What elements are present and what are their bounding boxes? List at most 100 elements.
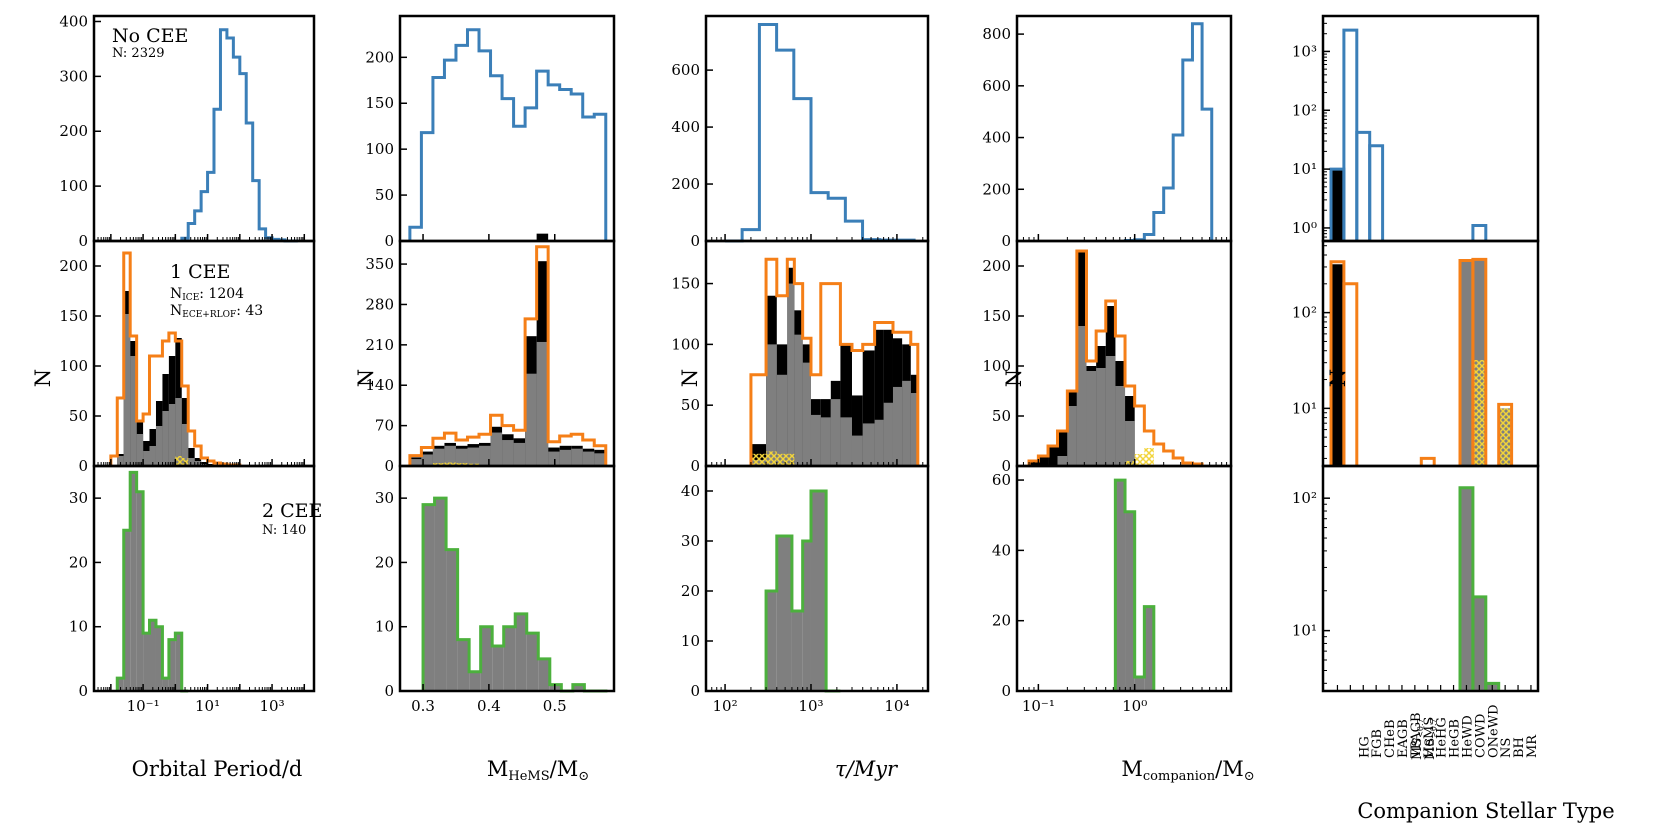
- xtick-label: 0.3: [411, 697, 435, 715]
- bar-grey-11: [549, 684, 562, 691]
- cat-label-hegb: HeGB: [1448, 719, 1463, 758]
- xtick-label: 10³: [798, 697, 823, 715]
- cat-label-ms-high: MS>0.7: [1423, 718, 1438, 760]
- bar-grey-11: [862, 423, 875, 466]
- bar-grey-3: [802, 541, 811, 691]
- bar-grey-6: [810, 414, 821, 466]
- ytick-label: 800: [982, 25, 1011, 43]
- ytick-label: 10²: [1292, 101, 1317, 119]
- ytick-label: 40: [681, 482, 700, 500]
- bar-grey-4: [469, 671, 481, 691]
- ytick-label: 30: [375, 489, 394, 507]
- ytick-label: 20: [992, 612, 1011, 630]
- bar-grey-3: [1086, 371, 1097, 466]
- bar-grey-2: [1134, 676, 1145, 691]
- cat-label-eagb: EAGB: [1396, 719, 1411, 758]
- bar-black-0: [1331, 264, 1344, 466]
- bar-grey-15: [902, 380, 911, 466]
- bar-grey-6: [149, 446, 156, 466]
- ylabel-n-col2: N: [354, 369, 378, 387]
- xtick-label: 0.5: [543, 697, 567, 715]
- ytick-label: 40: [992, 541, 1011, 559]
- bar-grey-1: [421, 454, 433, 466]
- bar-grey-9: [175, 633, 182, 691]
- ytick-label: 300: [59, 67, 88, 85]
- bar-grey-2: [432, 448, 445, 466]
- two-cee-count: N: 140: [262, 523, 306, 538]
- step-no-cee-3: [1368, 144, 1385, 241]
- panel-frame: [1321, 14, 1540, 243]
- ytick-label: 400: [671, 118, 700, 136]
- ytick-label: 0: [690, 232, 700, 250]
- ytick-label: 210: [365, 336, 394, 354]
- ytick-label: 20: [69, 553, 88, 571]
- ytick-label: 30: [69, 489, 88, 507]
- bar-grey-0: [766, 591, 777, 691]
- ytick-label: 0: [384, 457, 394, 475]
- bar-grey-3: [130, 356, 137, 466]
- ytick-label: 600: [671, 61, 700, 79]
- bar-grey-2: [791, 611, 803, 691]
- bar-grey-1: [117, 456, 124, 466]
- bar-grey-2: [776, 374, 788, 466]
- bar-black-0: [1331, 169, 1344, 241]
- panel-r0-c4: 10⁰ 10¹ 10² 10³: [1292, 14, 1540, 243]
- bar-yellow-hatch-1: [1498, 408, 1512, 466]
- ytick-label: 200: [982, 180, 1011, 198]
- cat-label-cowd: COWD: [1473, 714, 1488, 758]
- panel-r1-c3: 0 50 100 150 200: [982, 239, 1233, 475]
- no-cee-title: No CEE: [112, 25, 188, 47]
- step-2-cee-total: [764, 489, 841, 693]
- step-1-cee-total-11: [1471, 257, 1488, 466]
- bar-grey-7: [503, 626, 516, 691]
- ytick-label: 0: [1001, 232, 1011, 250]
- panel-r1-c2: 0 50 100 150: [671, 239, 930, 475]
- step-1-cee-total-13: [1497, 402, 1514, 466]
- panel-r0-c2: 0 200 400 600: [671, 14, 930, 250]
- bar-grey-0: [409, 459, 422, 466]
- bar-grey-3: [136, 491, 144, 691]
- bar-grey-10: [525, 373, 537, 466]
- panel-r1-c4: 10¹ 10²: [1292, 239, 1540, 468]
- bar-black-10: [851, 395, 863, 466]
- bar-black-2: [1048, 446, 1058, 466]
- xlabel-companion-mass: Mcompanion/M⊙: [1121, 757, 1254, 784]
- ytick-label: 50: [69, 407, 88, 425]
- bar-grey-4: [455, 448, 468, 466]
- bar-grey-1: [776, 536, 792, 691]
- bar-grey-0: [1057, 456, 1068, 466]
- step-no-cee-11: [1471, 224, 1488, 241]
- bar-grey-7: [820, 417, 831, 466]
- bar-grey-4: [136, 434, 144, 466]
- bar-grey-3: [787, 283, 795, 466]
- bar-grey-12: [188, 458, 195, 466]
- cat-label-hems: HeMS: [1422, 717, 1437, 758]
- category-tick-labels: MS<0.7 MS>0.7 HGFGBCHeBEAGBTPAGBHeMSHeHG…: [1357, 704, 1540, 760]
- bar-grey-1: [1125, 511, 1135, 691]
- bar-grey-12: [874, 419, 884, 466]
- bar-grey-8: [515, 613, 527, 691]
- bar-grey-8: [830, 399, 841, 466]
- bar-black-9: [840, 344, 852, 466]
- bar-grey-1: [766, 344, 777, 466]
- xlabel-tau: τ/Myr: [835, 757, 899, 781]
- ytick-label: 0: [690, 457, 700, 475]
- xlabel-hems-mass: MHeMS/M⊙: [487, 757, 589, 784]
- cat-label-hg: HG: [1357, 736, 1372, 758]
- xlabel-companion-type: Companion Stellar Type: [1357, 799, 1614, 823]
- bar-yellow-hatch-0: [750, 453, 767, 466]
- xtick-label: 10³: [260, 697, 285, 715]
- ytick-label: 10¹: [1292, 160, 1317, 178]
- step-2-cee-total-2: [1484, 681, 1501, 691]
- bar-grey-6: [492, 646, 504, 691]
- two-cee-title: 2 CEE: [262, 500, 322, 522]
- xlabel-orbital-period: Orbital Period/d: [132, 757, 303, 781]
- panel-frame: [704, 464, 930, 693]
- step-no-cee: [725, 23, 916, 243]
- cat-label-onewd: ONeWD: [1486, 704, 1501, 758]
- bar-grey-1: [123, 530, 131, 691]
- panel-r0-c0: 0 100 200 300 400: [59, 12, 316, 250]
- one-cee-title: 1 CEE: [170, 261, 230, 283]
- bar-grey-3: [457, 639, 470, 691]
- bar-black-12: [188, 448, 195, 466]
